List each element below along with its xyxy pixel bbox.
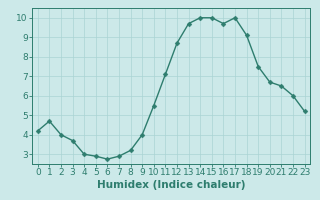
X-axis label: Humidex (Indice chaleur): Humidex (Indice chaleur) [97, 180, 245, 190]
